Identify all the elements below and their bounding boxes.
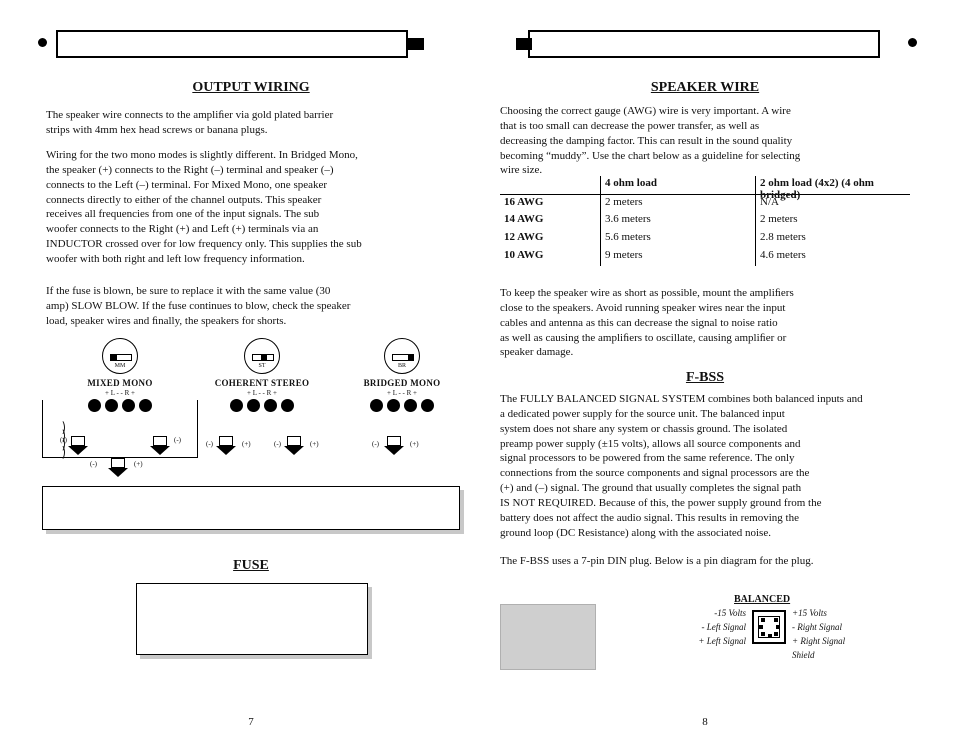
table-cell: 9 meters bbox=[600, 248, 755, 266]
section-title-fbss: F-BSS bbox=[490, 370, 920, 386]
para-output-1: The speaker wire connects to the ampliﬁe… bbox=[46, 108, 456, 138]
para-output-2: Wiring for the two mono modes is slightl… bbox=[46, 148, 456, 267]
table-cell: 16 AWG bbox=[500, 195, 600, 212]
speaker-icon bbox=[282, 436, 306, 456]
mode-title: BRIDGED MONO bbox=[342, 378, 462, 388]
terminal-strip bbox=[342, 399, 462, 417]
wiring-diagram: MM MIXED MONO + L - - R + ST COHERENT ST… bbox=[42, 338, 460, 534]
section-title-output-wiring: OUTPUT WIRING bbox=[36, 80, 466, 96]
page-number-right: 8 bbox=[490, 716, 920, 728]
mode-title: MIXED MONO bbox=[60, 378, 180, 388]
din-title: BALANCED bbox=[734, 594, 790, 605]
table-cell: 10 AWG bbox=[500, 248, 600, 266]
terminal-strip bbox=[202, 399, 322, 417]
din-label-left-3: + Left Signal bbox=[680, 636, 746, 646]
table-cell: 12 AWG bbox=[500, 230, 600, 248]
bar-box bbox=[42, 486, 460, 530]
din-connector-icon bbox=[752, 610, 786, 644]
mode-bridged-mono: BR BRIDGED MONO + L - - R + bbox=[342, 338, 462, 417]
table-cell: 5.6 meters bbox=[600, 230, 755, 248]
para-fbss-2: The F-BSS uses a 7-pin DIN plug. Below i… bbox=[500, 554, 910, 569]
din-gray-block bbox=[500, 604, 596, 670]
switch-icon: BR bbox=[384, 338, 420, 374]
para-wire-1: Choosing the correct gauge (AWG) wire is… bbox=[500, 104, 910, 178]
binding-dot-left bbox=[38, 38, 47, 47]
mode-coherent-stereo: ST COHERENT STEREO + L - - R + bbox=[202, 338, 322, 417]
table-cell: 2.8 meters bbox=[755, 230, 910, 248]
din-label-right-3: + Right Signal bbox=[792, 636, 845, 646]
wire-gauge-table: 4 ohm load 2 ohm load (4x2) (4 ohm bridg… bbox=[500, 176, 910, 266]
table-cell: 2 meters bbox=[755, 212, 910, 230]
speaker-icon bbox=[214, 436, 238, 456]
table-header bbox=[500, 176, 600, 194]
page-number-left: 7 bbox=[36, 716, 466, 728]
switch-icon: MM bbox=[102, 338, 138, 374]
din-label-right-1: +15 Volts bbox=[792, 608, 827, 618]
din-label-right-2: - Right Signal bbox=[792, 622, 842, 632]
fuse-box bbox=[136, 583, 368, 655]
table-cell: 2 meters bbox=[600, 195, 755, 212]
din-label-right-4: Shield bbox=[792, 650, 815, 660]
binding-dot-right bbox=[908, 38, 917, 47]
din-label-left-2: - Left Signal bbox=[680, 622, 746, 632]
section-title-speaker-wire: SPEAKER WIRE bbox=[490, 80, 920, 96]
table-cell: 3.6 meters bbox=[600, 212, 755, 230]
mode-title: COHERENT STEREO bbox=[202, 378, 322, 388]
mode-lr-label: + L - - R + bbox=[342, 389, 462, 397]
para-output-3: If the fuse is blown, be sure to replace… bbox=[46, 284, 456, 329]
table-header: 2 ohm load (4x2) (4 ohm bridged) bbox=[755, 176, 910, 194]
table-cell: 4.6 meters bbox=[755, 248, 910, 266]
header-tab-right bbox=[528, 30, 880, 58]
para-wire-2: To keep the speaker wire as short as pos… bbox=[500, 286, 910, 360]
section-title-fuse: FUSE bbox=[36, 558, 466, 574]
mode-lr-label: + L - - R + bbox=[60, 389, 180, 397]
header-tab-left bbox=[56, 30, 408, 58]
switch-icon: ST bbox=[244, 338, 280, 374]
mode-lr-label: + L - - R + bbox=[202, 389, 322, 397]
page-left: OUTPUT WIRING The speaker wire connects … bbox=[36, 0, 466, 738]
speaker-icon bbox=[148, 436, 172, 456]
para-fbss-1: The FULLY BALANCED SIGNAL SYSTEM combine… bbox=[500, 392, 910, 540]
table-cell: N/A bbox=[755, 195, 910, 212]
speaker-icon bbox=[66, 436, 90, 456]
table-cell: 14 AWG bbox=[500, 212, 600, 230]
tab-notch-left bbox=[408, 38, 424, 50]
subwoofer-icon bbox=[106, 458, 130, 478]
din-label-left-1: -15 Volts bbox=[680, 608, 746, 618]
speaker-icon bbox=[382, 436, 406, 456]
table-header: 4 ohm load bbox=[600, 176, 755, 194]
page-right: SPEAKER WIRE Choosing the correct gauge … bbox=[490, 0, 920, 738]
